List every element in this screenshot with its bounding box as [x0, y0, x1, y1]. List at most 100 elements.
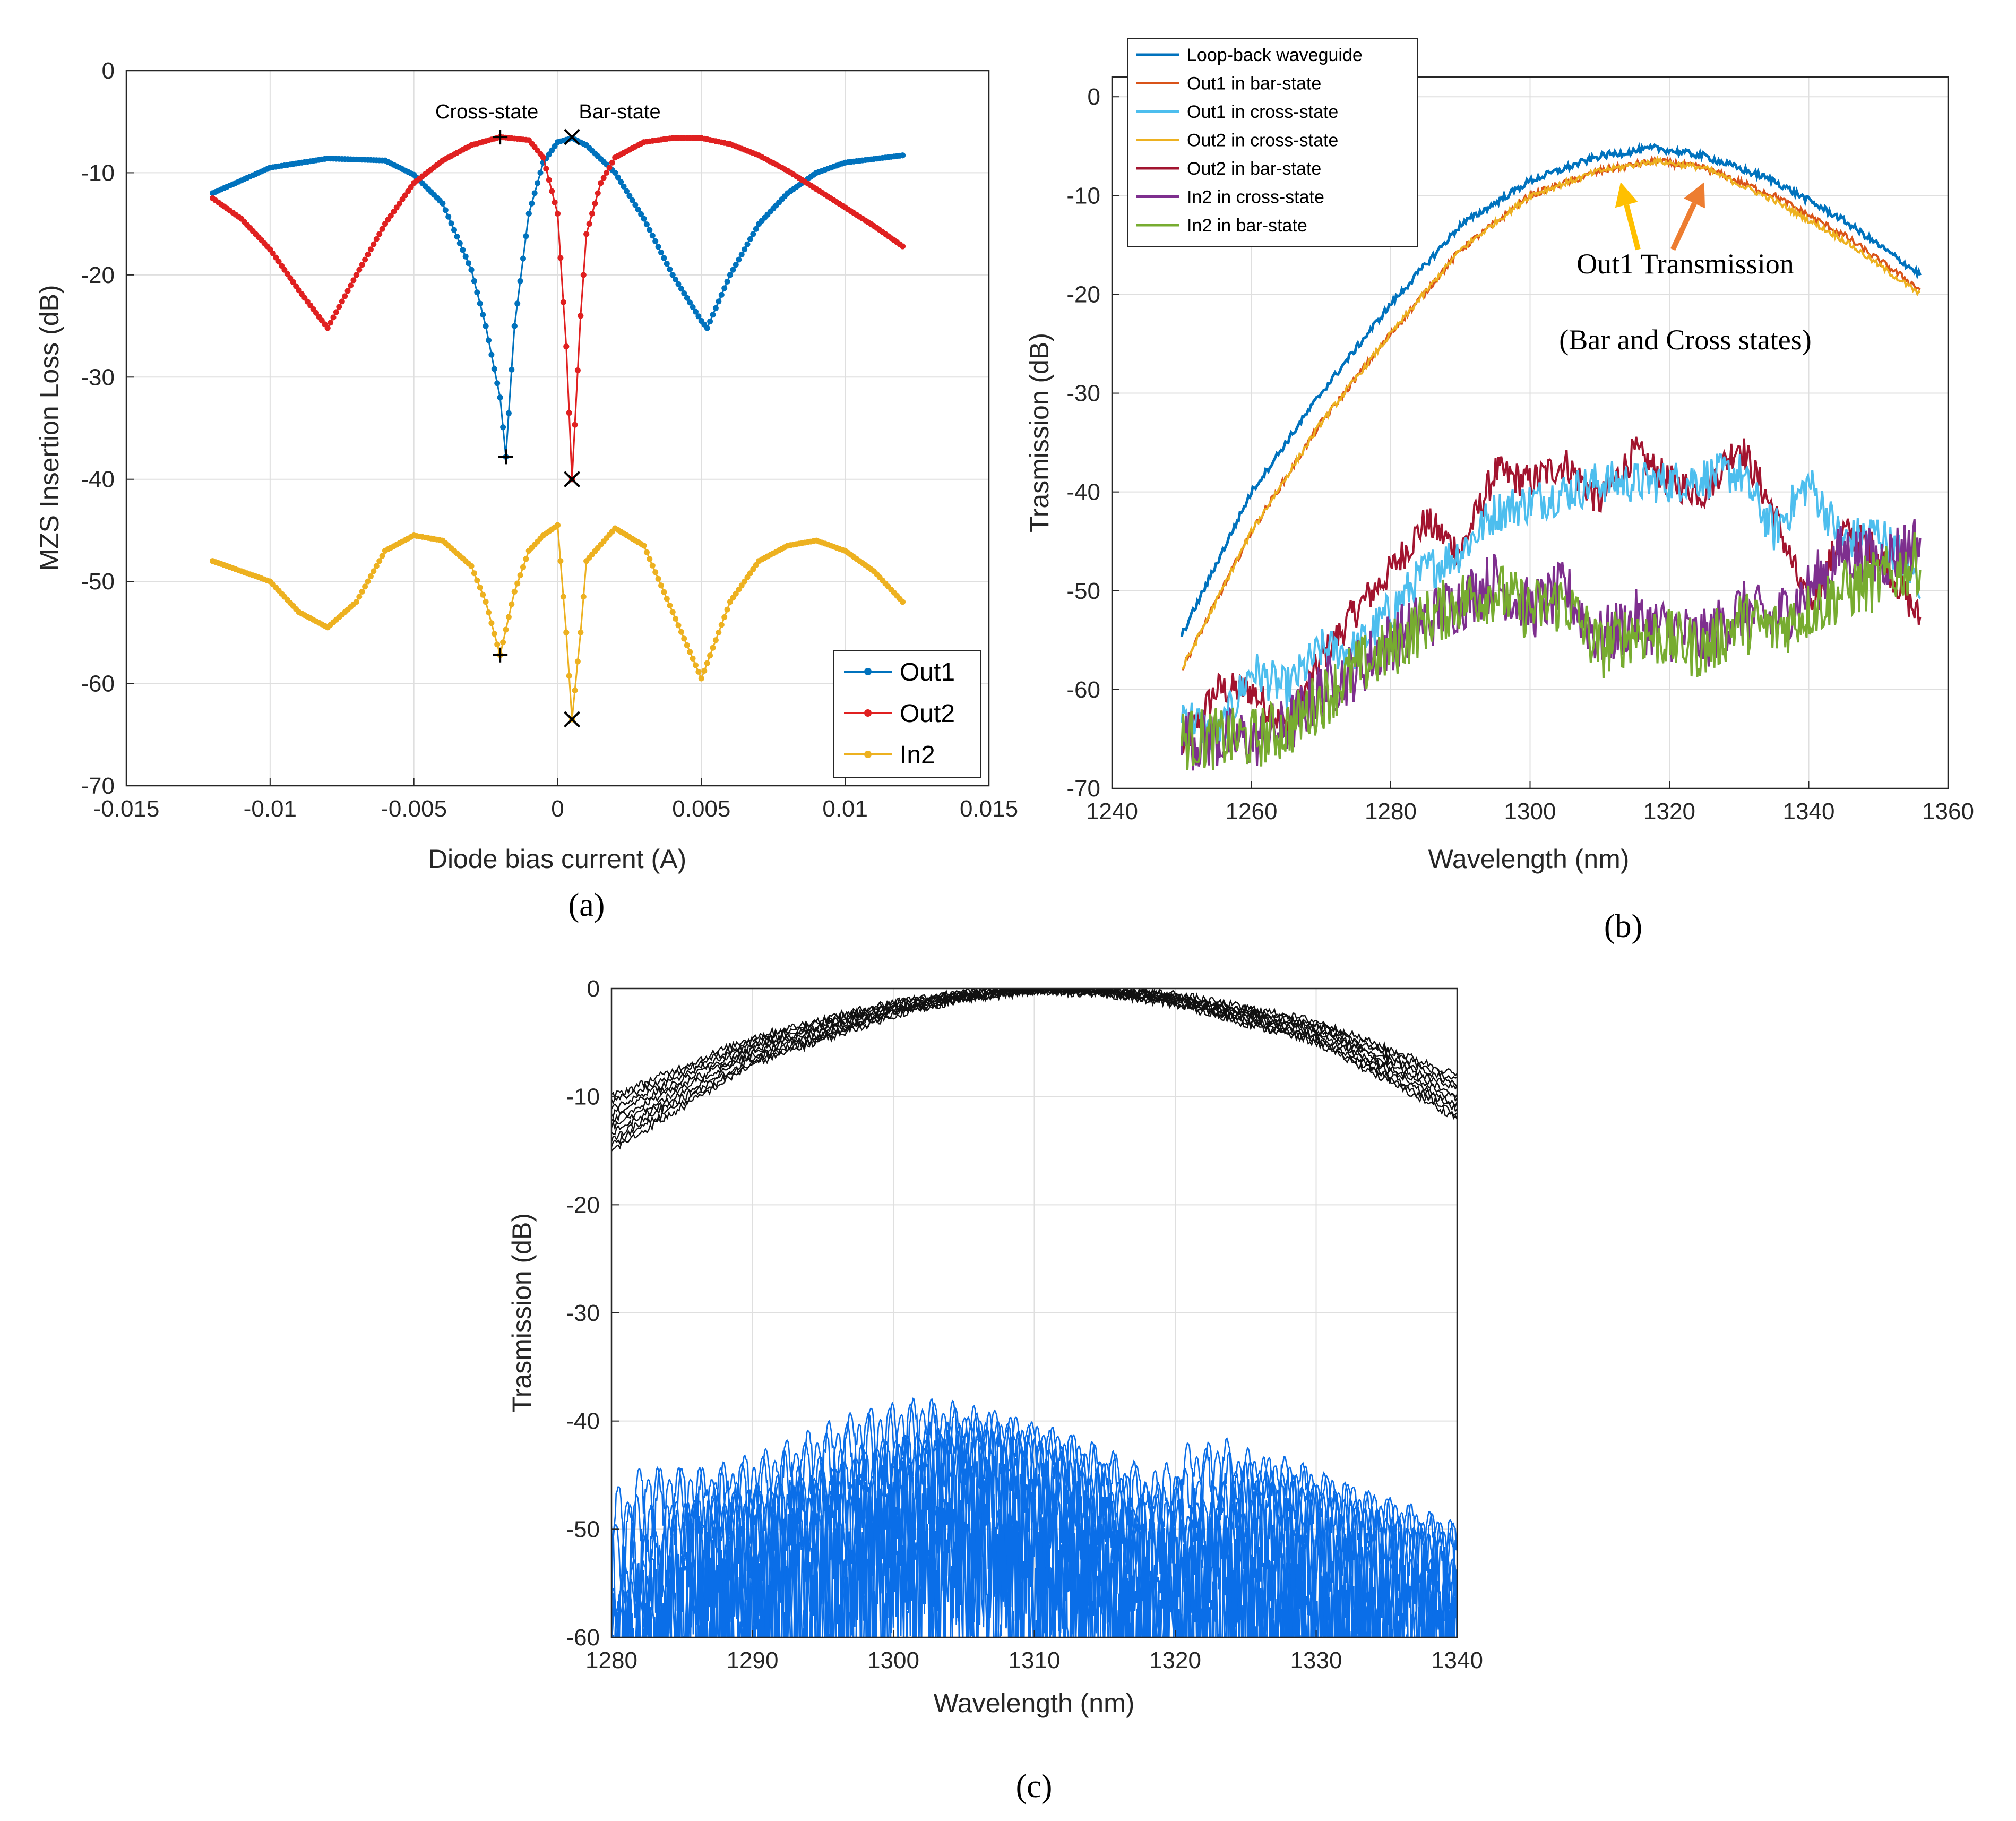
data-point-in2	[486, 609, 492, 616]
data-point-out1	[664, 261, 670, 267]
data-point-out2	[270, 250, 276, 256]
plus-marker	[498, 449, 513, 465]
data-point-out1	[517, 278, 523, 284]
legend-label: Out1	[900, 658, 955, 686]
data-point-out1	[442, 207, 449, 213]
data-point-out1	[454, 234, 460, 240]
data-point-in2	[488, 620, 495, 626]
data-point-out2	[281, 267, 288, 273]
data-point-in2	[698, 675, 704, 682]
data-point-out2	[293, 283, 299, 289]
data-point-out1	[669, 272, 676, 278]
data-point-out1	[750, 231, 756, 237]
data-point-out2	[324, 325, 331, 331]
data-point-out1	[655, 244, 661, 250]
annotation-bar-state: Bar-state	[579, 101, 660, 123]
data-point-out2	[408, 184, 414, 190]
data-point-out2	[387, 212, 394, 219]
legend-b: Loop-back waveguide Out1 in bar-state Out1…	[1127, 38, 1418, 247]
cross-marker	[564, 711, 580, 728]
data-point-out2	[566, 410, 572, 416]
x-tick-label: -0.015	[93, 796, 160, 822]
data-point-out2	[557, 255, 564, 261]
y-axis-label-a: MZS Insertion Loss (dB)	[35, 285, 64, 571]
data-point-out1	[632, 202, 639, 208]
data-point-out1	[716, 298, 722, 305]
data-point-out1	[690, 304, 696, 310]
data-point-in2	[733, 590, 739, 597]
data-point-out1	[673, 277, 679, 282]
y-tick-label: 0	[587, 976, 600, 1002]
y-tick-label: -20	[1066, 281, 1100, 307]
x-axis-label-b: Wavelength (nm)	[1428, 844, 1630, 874]
legend-marker	[864, 709, 872, 717]
crosstalk-curve	[611, 1411, 1457, 1637]
y-tick-label: -30	[566, 1300, 600, 1326]
data-point-out1	[483, 323, 489, 329]
data-point-in2	[690, 655, 696, 662]
data-point-out2	[578, 313, 584, 319]
data-point-out1	[678, 286, 684, 292]
data-point-in2	[738, 582, 745, 589]
data-point-out1	[652, 238, 659, 244]
data-point-out1	[514, 300, 521, 307]
data-point-in2	[477, 585, 483, 591]
data-point-in2	[560, 594, 566, 600]
data-point-out2	[589, 210, 595, 217]
x-tick-label: 0.015	[960, 796, 1018, 822]
x-tick-label: 1320	[1149, 1647, 1201, 1673]
data-point-in2	[509, 601, 515, 607]
data-point-out2	[330, 314, 337, 321]
data-point-in2	[742, 578, 748, 585]
data-point-out2	[385, 217, 391, 223]
data-point-out1	[730, 267, 736, 273]
data-point-out1	[733, 262, 739, 268]
data-point-out1	[621, 183, 627, 190]
series-line-out1-in-cross-state	[1181, 453, 1922, 750]
arrow-shaft	[1624, 204, 1641, 251]
data-point-out1	[448, 220, 454, 227]
y-tick-label: -60	[81, 671, 115, 697]
data-point-in2	[362, 583, 368, 590]
data-point-out1	[681, 290, 687, 296]
data-point-out1	[647, 227, 653, 233]
data-point-in2	[494, 641, 501, 648]
plus-marker	[493, 130, 508, 145]
data-point-in2	[376, 558, 383, 564]
data-point-in2	[753, 562, 759, 568]
data-point-out1	[451, 227, 457, 233]
data-point-in2	[523, 556, 529, 562]
data-point-out1	[615, 174, 621, 181]
legend-label: Out1 in bar-state	[1187, 74, 1321, 94]
data-point-out2	[393, 204, 400, 211]
x-tick-label: 1330	[1290, 1647, 1342, 1673]
data-point-in2	[675, 622, 682, 629]
data-point-in2	[673, 615, 679, 622]
y-axis-label-c: Trasmission (dB)	[507, 1213, 537, 1413]
data-point-in2	[356, 594, 363, 600]
legend-label: Out2 in bar-state	[1187, 159, 1321, 179]
chart-panel-c: 1280 1290 1300 1310 1320 1330 1340 0 -10 -20 -30 -4…	[507, 976, 1483, 1805]
data-point-in2	[701, 668, 708, 674]
data-point-out1	[718, 291, 725, 298]
data-point-out1	[626, 193, 633, 199]
data-point-out2	[362, 256, 368, 263]
data-point-in2	[724, 606, 730, 613]
data-point-out1	[525, 210, 532, 217]
data-point-in2	[658, 582, 664, 589]
data-point-out2	[353, 272, 359, 278]
data-point-out2	[546, 177, 552, 183]
data-point-out2	[592, 200, 598, 207]
data-point-out1	[727, 272, 733, 278]
data-point-in2	[695, 668, 702, 675]
data-point-in2	[744, 574, 751, 580]
data-point-out1	[486, 337, 492, 343]
data-point-in2	[643, 549, 650, 555]
data-point-in2	[517, 572, 523, 579]
data-point-out2	[552, 199, 558, 205]
data-point-out2	[402, 192, 408, 199]
transmission-curve	[611, 989, 1457, 1142]
y-tick-label: -20	[566, 1192, 600, 1218]
data-point-out2	[574, 367, 581, 373]
y-tick-label: -70	[81, 773, 115, 799]
